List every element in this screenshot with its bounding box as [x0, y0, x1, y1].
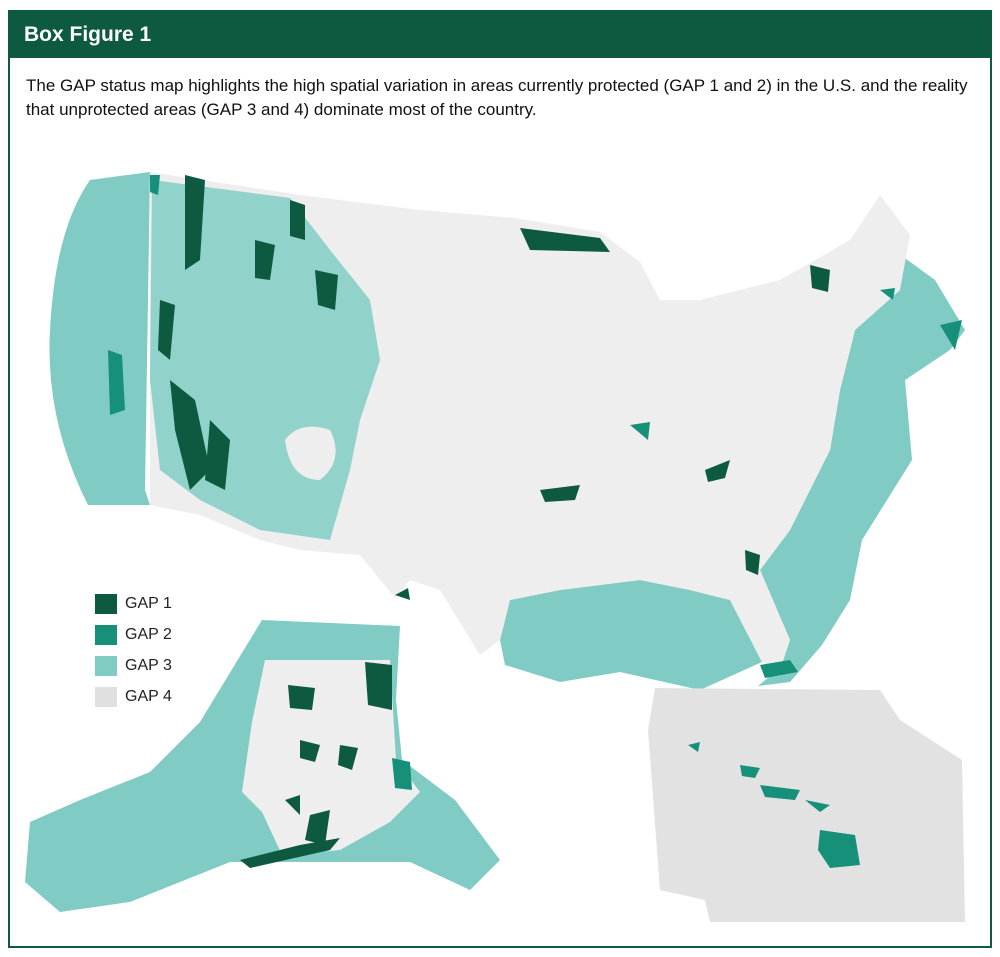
legend-swatch: [95, 625, 117, 645]
gap1-patches: [158, 175, 830, 600]
figure-caption: The GAP status map highlights the high s…: [26, 76, 968, 119]
alaska-gap1: [240, 662, 392, 868]
gap4-west: [285, 426, 336, 480]
gulf-buffer: [500, 580, 762, 690]
legend-label: GAP 3: [125, 657, 172, 674]
legend-label: GAP 4: [125, 688, 172, 705]
alaska-land: [242, 660, 420, 855]
legend-label: GAP 1: [125, 595, 172, 612]
pacific-buffer: [49, 172, 150, 505]
legend-label: GAP 2: [125, 626, 172, 643]
figure-title: Box Figure 1: [10, 12, 990, 58]
hawaii-inset: [648, 688, 965, 922]
atlantic-buffer: [758, 240, 965, 686]
alaska-gap2: [392, 758, 412, 790]
legend-swatch: [95, 656, 117, 676]
legend-swatch: [95, 687, 117, 707]
figure-frame: Box Figure 1 The GAP status map highligh…: [8, 10, 992, 948]
legend-swatch: [95, 594, 117, 614]
gap2-patches: [108, 175, 962, 678]
hawaii-islands: [688, 742, 860, 868]
